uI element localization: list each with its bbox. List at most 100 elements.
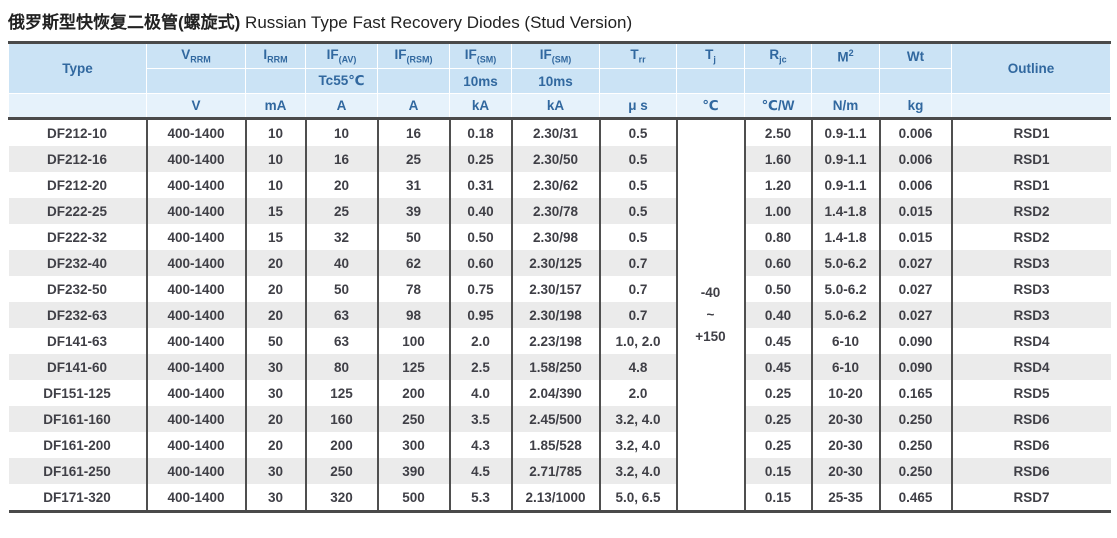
cell-wt: 0.250 [878,406,952,432]
col-header-rjc: Rjc [744,42,812,69]
cell-trr: 0.5 [598,198,677,224]
cell-outline: RSD6 [950,432,1111,458]
cell-ifsm-1: 4.3 [448,432,512,458]
cell-ifav: 10 [304,118,378,146]
cell-ifsm-1: 0.95 [448,302,512,328]
cell-vrrm: 400-1400 [145,328,246,354]
cell-type: DF161-200 [43,437,111,453]
cell-ifrsm: 500 [376,484,450,512]
cell-ifsm-2: 2.23/198 [510,328,600,354]
cell-type: DF212-20 [46,177,108,193]
cell-type: DF212-16 [46,151,108,167]
cell-outline: RSD3 [950,250,1111,276]
cell-type: DF222-25 [46,203,108,219]
header-row-units: V mA A A kA kA μ s ℃ ℃/W N/m kg [8,93,1111,120]
cell-rjc: 0.60 [743,250,812,276]
table-row: DF141-63 400-1400 50 63 100 2.0 2.23/198 1.0, 2… [9,328,1111,354]
col-header-ifsm-1: IF(SM) [449,42,512,69]
cell-rjc: 0.25 [743,406,812,432]
cell-vrrm: 400-1400 [145,458,246,484]
cell-vrrm: 400-1400 [145,224,246,250]
cell-ifsm-1: 0.18 [448,118,512,146]
unit-m2: N/m [811,93,880,120]
datasheet-page: 俄罗斯型快恢复二极管(螺旋式) Russian Type Fast Recove… [8,13,1111,513]
cell-rjc: 0.15 [743,458,812,484]
col-header-irrm: IRRM [245,42,306,69]
cell-wt: 0.250 [878,458,952,484]
cell-type: DF141-63 [46,333,108,349]
cell-wt: 0.465 [878,484,952,512]
cell-trr: 0.7 [598,302,677,328]
cell-ifrsm: 98 [376,302,450,328]
cell-ifsm-1: 2.0 [448,328,512,354]
cond-tj [676,68,745,94]
cell-trr: 0.7 [598,276,677,302]
cell-ifsm-2: 1.85/528 [510,432,600,458]
cell-outline: RSD1 [950,146,1111,172]
cell-ifsm-2: 2.30/125 [510,250,600,276]
cell-irrm: 20 [244,406,306,432]
table-row: DF161-160 400-1400 20 160 250 3.5 2.45/500 3.2,… [8,406,1111,432]
table-row: DF161-250 400-1400 30 250 390 4.5 2.71/785 3.2,… [8,458,1111,484]
page-title-english: Russian Type Fast Recovery Diodes (Stud … [240,13,633,32]
cell-ifav: 20 [304,172,378,198]
cell-rjc: 0.50 [743,276,812,302]
cell-ifav: 200 [304,432,378,458]
col-header-wt: Wt [879,42,952,69]
unit-type [8,93,147,120]
cell-ifav: 40 [304,250,378,276]
cond-irrm [245,68,306,94]
cell-ifsm-1: 0.25 [448,146,512,172]
cell-vrrm: 400-1400 [145,354,246,380]
cell-ifrsm: 200 [376,380,450,406]
cell-trr: 5.0, 6.5 [598,484,677,512]
cell-trr: 3.2, 4.0 [598,432,677,458]
cond-ifsm-2: 10ms [511,68,600,94]
cell-ifav: 63 [304,302,378,328]
cell-ifsm-1: 0.60 [448,250,512,276]
table-row: DF212-16 400-1400 10 16 25 0.25 2.30/50 0.5 1.60… [8,146,1111,172]
cell-type: DF161-160 [43,411,111,427]
cond-trr [599,68,677,94]
cell-m2: 5.0-6.2 [810,250,880,276]
cell-ifsm-2: 2.45/500 [510,406,600,432]
cell-ifsm-2: 2.04/390 [510,380,600,406]
cell-m2: 20-30 [810,458,880,484]
cell-outline: RSD1 [950,172,1111,198]
table-row: DF232-50 400-1400 20 50 78 0.75 2.30/157 0.7 0.5… [9,276,1111,302]
cell-wt: 0.027 [878,302,952,328]
unit-vrrm: V [146,93,246,120]
unit-ifrsm: A [377,93,450,120]
cell-outline: RSD6 [950,406,1111,432]
cell-trr: 1.0, 2.0 [598,328,677,354]
cell-ifsm-2: 2.30/31 [510,118,600,146]
cell-ifav: 50 [304,276,378,302]
cell-trr: 0.5 [598,146,677,172]
cell-rjc: 0.25 [743,432,812,458]
cell-rjc: 0.80 [743,224,812,250]
cell-outline: RSD4 [950,328,1111,354]
cell-irrm: 15 [244,224,306,250]
cell-irrm: 30 [244,354,306,380]
cell-irrm: 30 [244,484,306,512]
cell-outline: RSD6 [950,458,1111,484]
header-row-conditions: Tc55℃ 10ms 10ms [9,68,1111,94]
cell-ifav: 125 [304,380,378,406]
cell-m2: 20-30 [810,406,880,432]
cell-wt: 0.027 [878,250,952,276]
unit-ifsm-2: kA [511,93,600,120]
cell-trr: 0.5 [598,118,677,146]
cell-rjc: 1.20 [743,172,812,198]
cell-ifsm-2: 2.13/1000 [510,484,600,512]
cond-wt [879,68,952,94]
cell-ifsm-1: 2.5 [448,354,512,380]
cell-outline: RSD3 [950,276,1111,302]
cell-ifav: 320 [304,484,378,512]
cell-m2: 1.4-1.8 [810,198,880,224]
cell-ifsm-1: 0.40 [448,198,512,224]
cell-trr: 2.0 [598,380,677,406]
cell-outline: RSD2 [950,198,1111,224]
cell-ifrsm: 31 [376,172,450,198]
cell-wt: 0.006 [878,172,952,198]
page-title-chinese: 俄罗斯型快恢复二极管(螺旋式) [8,13,241,32]
